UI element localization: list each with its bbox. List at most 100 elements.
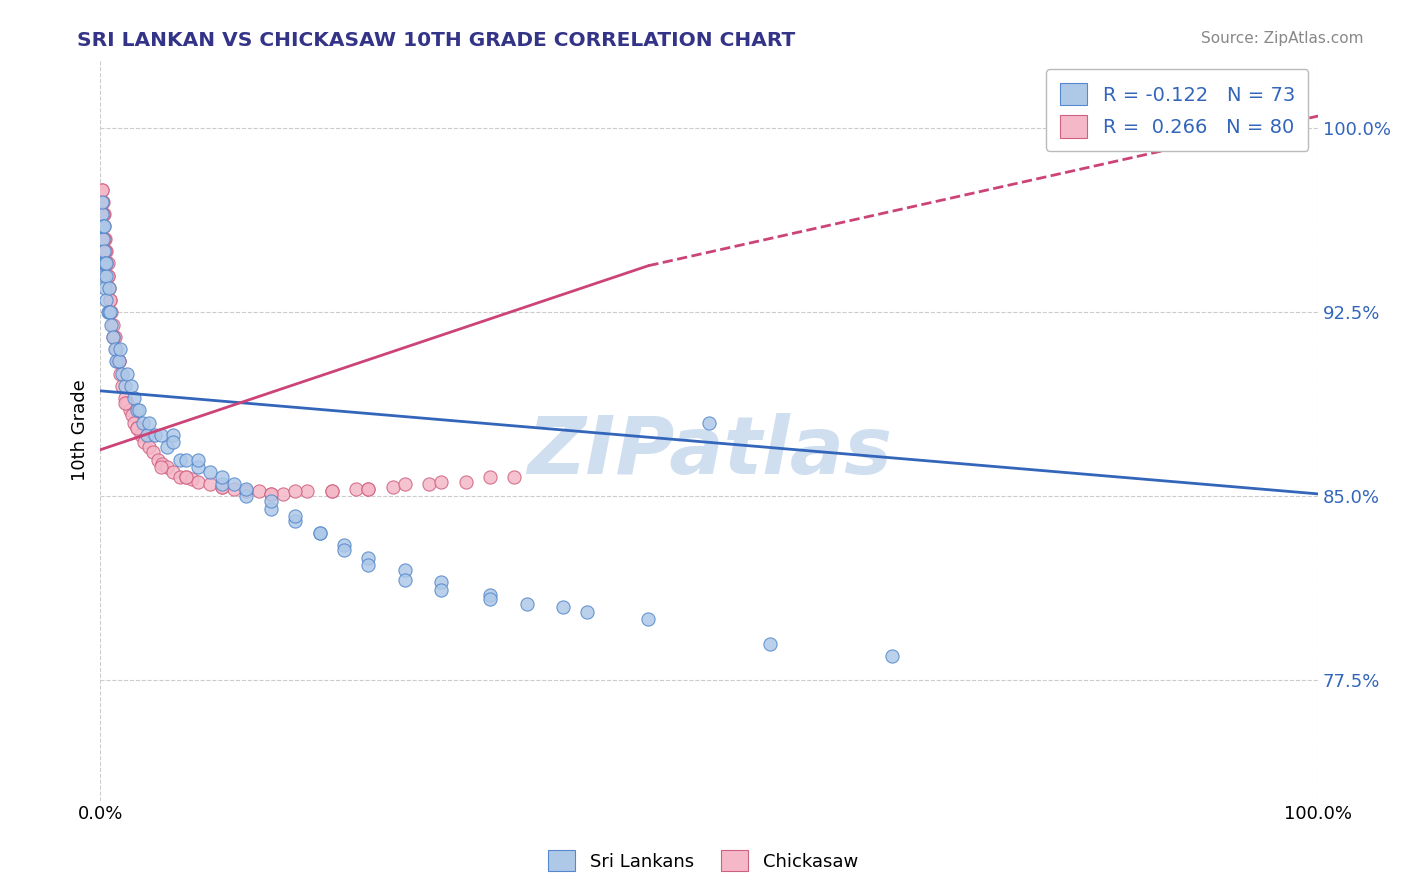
Point <box>96 256 118 270</box>
Point <box>105 354 128 368</box>
Point <box>114 379 136 393</box>
Point <box>284 508 307 523</box>
Point <box>321 484 343 499</box>
Point <box>146 452 169 467</box>
Point <box>357 482 380 496</box>
Point <box>430 582 453 597</box>
Point <box>118 403 141 417</box>
Point <box>187 475 209 489</box>
Point <box>308 526 330 541</box>
Point <box>174 452 197 467</box>
Point <box>576 605 599 619</box>
Point <box>156 440 179 454</box>
Point <box>97 281 120 295</box>
Point <box>91 207 114 221</box>
Point <box>93 219 115 234</box>
Point <box>103 330 125 344</box>
Point <box>96 256 118 270</box>
Point <box>97 305 120 319</box>
Point <box>124 416 146 430</box>
Point <box>308 526 330 541</box>
Point <box>90 207 112 221</box>
Point <box>101 330 124 344</box>
Point <box>503 469 526 483</box>
Legend: R = -0.122   N = 73, R =  0.266   N = 80: R = -0.122 N = 73, R = 0.266 N = 80 <box>1046 70 1309 151</box>
Point <box>333 543 356 558</box>
Point <box>94 281 117 295</box>
Point <box>284 484 307 499</box>
Point <box>93 232 115 246</box>
Point <box>394 477 416 491</box>
Point <box>321 484 343 499</box>
Point <box>297 484 319 499</box>
Point <box>107 354 129 368</box>
Point <box>260 487 283 501</box>
Point <box>97 256 120 270</box>
Point <box>98 305 121 319</box>
Point <box>107 354 129 368</box>
Point <box>697 416 720 430</box>
Point <box>162 428 184 442</box>
Point <box>479 592 502 607</box>
Point <box>93 207 115 221</box>
Point <box>97 268 120 283</box>
Point <box>104 342 127 356</box>
Point <box>135 428 157 442</box>
Point <box>180 472 202 486</box>
Point <box>91 194 114 209</box>
Point <box>430 575 453 590</box>
Point <box>224 482 246 496</box>
Point <box>98 293 121 307</box>
Point <box>97 268 120 283</box>
Point <box>142 445 165 459</box>
Point <box>100 305 122 319</box>
Point <box>120 379 142 393</box>
Point <box>880 648 903 663</box>
Point <box>198 465 221 479</box>
Point <box>162 435 184 450</box>
Point <box>91 219 114 234</box>
Point <box>96 268 118 283</box>
Point <box>235 489 257 503</box>
Point <box>121 409 143 423</box>
Point <box>235 482 257 496</box>
Point <box>150 428 173 442</box>
Point <box>284 514 307 528</box>
Point <box>93 219 115 234</box>
Point <box>90 194 112 209</box>
Point <box>187 459 209 474</box>
Point <box>479 469 502 483</box>
Legend: Sri Lankans, Chickasaw: Sri Lankans, Chickasaw <box>541 843 865 879</box>
Point <box>357 550 380 565</box>
Point <box>759 637 782 651</box>
Point <box>94 256 117 270</box>
Point <box>174 469 197 483</box>
Point <box>91 207 114 221</box>
Point <box>93 268 115 283</box>
Point <box>357 482 380 496</box>
Point <box>247 484 270 499</box>
Point <box>169 452 191 467</box>
Y-axis label: 10th Grade: 10th Grade <box>72 379 89 481</box>
Point <box>454 475 477 489</box>
Point <box>134 435 156 450</box>
Point <box>94 232 117 246</box>
Point <box>211 479 233 493</box>
Point <box>96 293 118 307</box>
Point <box>260 487 283 501</box>
Point <box>91 256 114 270</box>
Point <box>94 244 117 258</box>
Point <box>107 354 129 368</box>
Point <box>516 597 538 611</box>
Point <box>260 501 283 516</box>
Point <box>211 469 233 483</box>
Text: ZIPatlas: ZIPatlas <box>527 413 891 491</box>
Point <box>125 420 148 434</box>
Point <box>93 244 115 258</box>
Point <box>381 479 404 493</box>
Point <box>124 391 146 405</box>
Point <box>394 563 416 577</box>
Point <box>260 494 283 508</box>
Point <box>128 403 150 417</box>
Point <box>101 318 124 332</box>
